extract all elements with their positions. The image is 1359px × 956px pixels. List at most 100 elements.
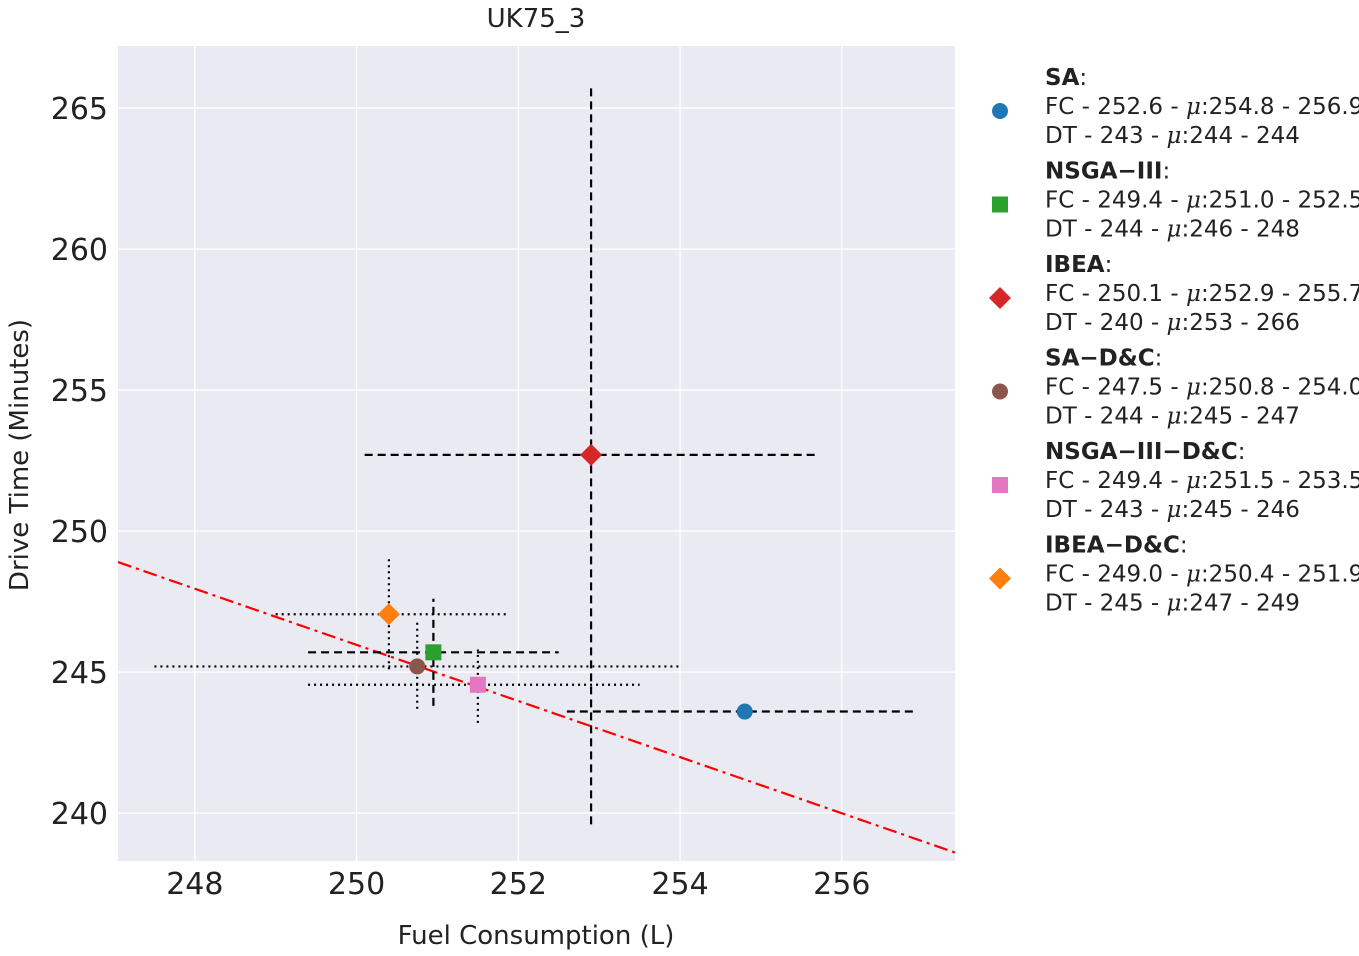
legend-fc-line: FC - 249.0 - μ:250.4 - 251.9: [1045, 562, 1359, 588]
legend-fc-mean-max: :250.4 - 251.9: [1201, 562, 1359, 588]
legend-fc-mean-max: :250.8 - 254.0: [1201, 375, 1359, 401]
y-axis-title: Drive Time (Minutes): [5, 319, 35, 591]
mu-symbol: μ: [1167, 404, 1182, 430]
mu-symbol: μ: [1186, 281, 1201, 307]
legend-fc-min: FC - 247.5 -: [1045, 375, 1186, 401]
x-tick-label: 254: [651, 867, 708, 902]
legend-dt-line: DT - 245 - μ:247 - 249: [1045, 591, 1300, 617]
data-point: [580, 443, 603, 466]
mu-symbol: μ: [1167, 217, 1182, 243]
legend-entry: SA:FC - 252.6 - μ:254.8 - 256.9DT - 243 …: [992, 65, 1359, 149]
mu-symbol: μ: [1167, 497, 1182, 523]
legend-colon: :: [1155, 346, 1163, 372]
y-tick-label: 240: [51, 797, 108, 832]
legend-dt-mean-max: :245 - 246: [1181, 497, 1299, 523]
mu-symbol: μ: [1167, 123, 1182, 149]
legend-entry: NSGA−III:FC - 249.4 - μ:251.0 - 252.5DT …: [992, 159, 1359, 243]
legend-marker: [992, 103, 1008, 119]
y-tick-label: 260: [51, 233, 108, 268]
grid-lines: [118, 46, 955, 861]
legend-fc-line: FC - 247.5 - μ:250.8 - 254.0: [1045, 375, 1359, 401]
legend-dt-line: DT - 244 - μ:245 - 247: [1045, 404, 1300, 430]
legend-dt-line: DT - 243 - μ:245 - 246: [1045, 497, 1300, 523]
legend-dt-line: DT - 240 - μ:253 - 266: [1045, 310, 1300, 336]
legend-dt-mean-max: :253 - 266: [1181, 310, 1299, 336]
legend-dt-mean-max: :245 - 247: [1181, 404, 1299, 430]
legend-fc-mean-max: :251.0 - 252.5: [1201, 188, 1359, 214]
legend-series-name: IBEA:: [1045, 252, 1112, 278]
legend-colon: :: [1079, 65, 1087, 91]
legend-colon: :: [1238, 439, 1246, 465]
x-tick-labels: 248 250 252 254 256: [166, 867, 870, 902]
legend-fc-min: FC - 249.4 -: [1045, 188, 1186, 214]
mu-symbol: μ: [1186, 468, 1201, 494]
legend-colon: :: [1180, 533, 1188, 559]
legend-series-name: IBEA−D&C:: [1045, 533, 1188, 559]
legend-entry: IBEA:FC - 250.1 - μ:252.9 - 255.7DT - 24…: [989, 252, 1359, 336]
mu-symbol: μ: [1186, 375, 1201, 401]
legend-dt-mean-max: :247 - 249: [1181, 591, 1299, 617]
trend-line-layer: [118, 561, 955, 854]
data-point: [469, 676, 486, 693]
x-tick-label: 256: [813, 867, 870, 902]
legend-marker: [989, 287, 1011, 309]
x-tick-label: 252: [490, 867, 547, 902]
legend-dt-min: DT - 244 -: [1045, 404, 1167, 430]
legend-fc-line: FC - 250.1 - μ:252.9 - 255.7: [1045, 281, 1359, 307]
legend-fc-mean-max: :251.5 - 253.5: [1201, 468, 1359, 494]
legend-series-name: SA−D&C:: [1045, 346, 1162, 372]
legend-dt-min: DT - 243 -: [1045, 123, 1167, 149]
legend-marker: [992, 383, 1008, 400]
legend-dt-min: DT - 243 -: [1045, 497, 1167, 523]
legend-fc-min: FC - 252.6 -: [1045, 94, 1186, 120]
legend-fc-min: FC - 249.4 -: [1045, 468, 1186, 494]
x-tick-label: 250: [328, 867, 385, 902]
legend-marker: [989, 567, 1011, 590]
legend-fc-line: FC - 249.4 - μ:251.5 - 253.5: [1045, 468, 1359, 494]
legend-series-name: NSGA−III:: [1045, 159, 1170, 185]
data-point: [377, 603, 400, 626]
y-tick-label: 245: [51, 656, 108, 691]
legend-dt-mean-max: :244 - 244: [1181, 123, 1299, 149]
legend-series-name: NSGA−III−D&C:: [1045, 439, 1246, 465]
legend-fc-line: FC - 249.4 - μ:251.0 - 252.5: [1045, 188, 1359, 214]
legend-fc-min: FC - 250.1 -: [1045, 281, 1186, 307]
mu-symbol: μ: [1186, 94, 1201, 120]
y-tick-labels: 240 245 250 255 260 265: [51, 92, 108, 832]
x-tick-label: 248: [166, 867, 223, 902]
y-tick-label: 265: [51, 92, 108, 127]
chart-title: UK75_3: [487, 4, 586, 34]
legend-dt-line: DT - 244 - μ:246 - 248: [1045, 217, 1300, 243]
mu-symbol: μ: [1186, 188, 1201, 214]
legend-fc-min: FC - 249.0 -: [1045, 562, 1186, 588]
legend-series-name: SA:: [1045, 65, 1087, 91]
trend-line: [118, 561, 955, 854]
legend-dt-line: DT - 243 - μ:244 - 244: [1045, 123, 1300, 149]
legend-colon: :: [1105, 252, 1113, 278]
data-point: [425, 644, 442, 661]
legend: SA:FC - 252.6 - μ:254.8 - 256.9DT - 243 …: [989, 65, 1359, 617]
x-axis-title: Fuel Consumption (L): [398, 921, 675, 951]
legend-entry: SA−D&C:FC - 247.5 - μ:250.8 - 254.0DT - …: [992, 346, 1359, 430]
data-point: [736, 703, 753, 720]
legend-marker: [992, 196, 1008, 213]
legend-dt-min: DT - 245 -: [1045, 591, 1167, 617]
legend-marker: [992, 477, 1008, 493]
legend-fc-mean-max: :252.9 - 255.7: [1201, 281, 1359, 307]
legend-dt-min: DT - 240 -: [1045, 310, 1167, 336]
y-tick-label: 255: [51, 374, 108, 409]
plot-area: [118, 46, 955, 861]
legend-fc-line: FC - 252.6 - μ:254.8 - 256.9: [1045, 94, 1359, 120]
data-point: [409, 658, 426, 675]
y-tick-label: 250: [51, 515, 108, 550]
markers-layer: [377, 443, 753, 720]
legend-fc-mean-max: :254.8 - 256.9: [1201, 94, 1359, 120]
legend-entry: IBEA−D&C:FC - 249.0 - μ:250.4 - 251.9DT …: [989, 533, 1359, 617]
legend-dt-min: DT - 244 -: [1045, 217, 1167, 243]
legend-colon: :: [1162, 159, 1170, 185]
legend-entry: NSGA−III−D&C:FC - 249.4 - μ:251.5 - 253.…: [992, 439, 1359, 523]
mu-symbol: μ: [1186, 562, 1201, 588]
mu-symbol: μ: [1167, 591, 1182, 617]
mu-symbol: μ: [1167, 310, 1182, 336]
